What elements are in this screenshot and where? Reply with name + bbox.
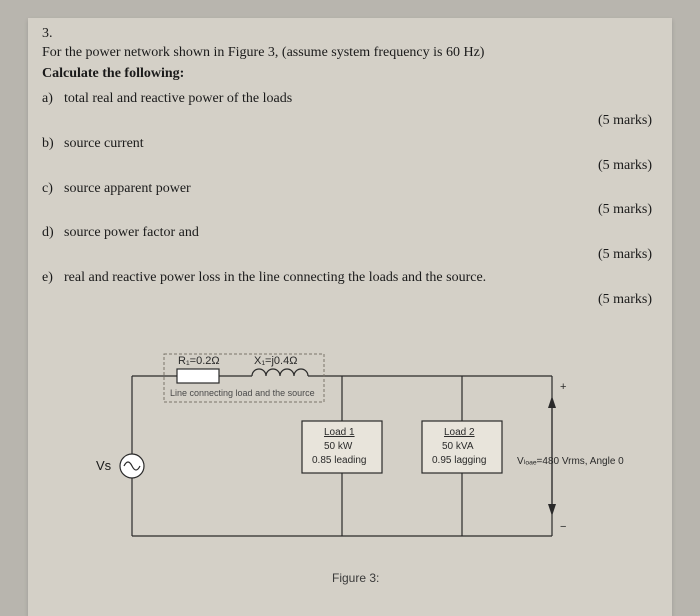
part-d-marks: (5 marks) bbox=[42, 247, 652, 263]
stem-line-1: For the power network shown in Figure 3,… bbox=[42, 44, 658, 63]
question-number: 3. bbox=[42, 26, 658, 42]
part-a-text: total real and reactive power of the loa… bbox=[64, 90, 658, 109]
resistor-label: R₁=0.2Ω bbox=[178, 355, 220, 367]
part-e-label: e) bbox=[42, 269, 64, 288]
figure-3-circuit: R₁=0.2Ω X₁=j0.4Ω Line connecting load an… bbox=[92, 336, 632, 596]
inductor-label: X₁=j0.4Ω bbox=[254, 355, 297, 367]
load1-title: Load 1 bbox=[324, 427, 355, 438]
load2-title: Load 2 bbox=[444, 427, 475, 438]
part-b: b) source current bbox=[42, 135, 658, 154]
part-a-marks: (5 marks) bbox=[42, 113, 652, 129]
load1-line1: 50 kW bbox=[324, 441, 353, 452]
part-e: e) real and reactive power loss in the l… bbox=[42, 269, 658, 288]
plus-sign: + bbox=[560, 381, 566, 393]
part-a-label: a) bbox=[42, 90, 64, 109]
minus-sign: − bbox=[560, 521, 566, 533]
source-label: Vs bbox=[96, 458, 112, 473]
dashed-note: Line connecting load and the source bbox=[170, 388, 315, 398]
part-d-label: d) bbox=[42, 224, 64, 243]
stem-line-2: Calculate the following: bbox=[42, 65, 658, 84]
figure-caption: Figure 3: bbox=[332, 571, 379, 585]
exam-paper: 3. For the power network shown in Figure… bbox=[28, 18, 672, 616]
load2-line1: 50 kVA bbox=[442, 441, 474, 452]
vload-label: Vₗₒₐₑ=480 Vrms, Angle 0 bbox=[517, 456, 624, 467]
part-c-text: source apparent power bbox=[64, 180, 658, 199]
part-b-marks: (5 marks) bbox=[42, 158, 652, 174]
part-d-text: source power factor and bbox=[64, 224, 658, 243]
part-c: c) source apparent power bbox=[42, 180, 658, 199]
part-b-text: source current bbox=[64, 135, 658, 154]
part-a: a) total real and reactive power of the … bbox=[42, 90, 658, 109]
load1-line2: 0.85 leading bbox=[312, 455, 367, 466]
part-e-text: real and reactive power loss in the line… bbox=[64, 269, 658, 288]
load2-line2: 0.95 lagging bbox=[432, 455, 487, 466]
part-b-label: b) bbox=[42, 135, 64, 154]
part-e-marks: (5 marks) bbox=[42, 292, 652, 308]
part-c-label: c) bbox=[42, 180, 64, 199]
part-d: d) source power factor and bbox=[42, 224, 658, 243]
part-c-marks: (5 marks) bbox=[42, 202, 652, 218]
